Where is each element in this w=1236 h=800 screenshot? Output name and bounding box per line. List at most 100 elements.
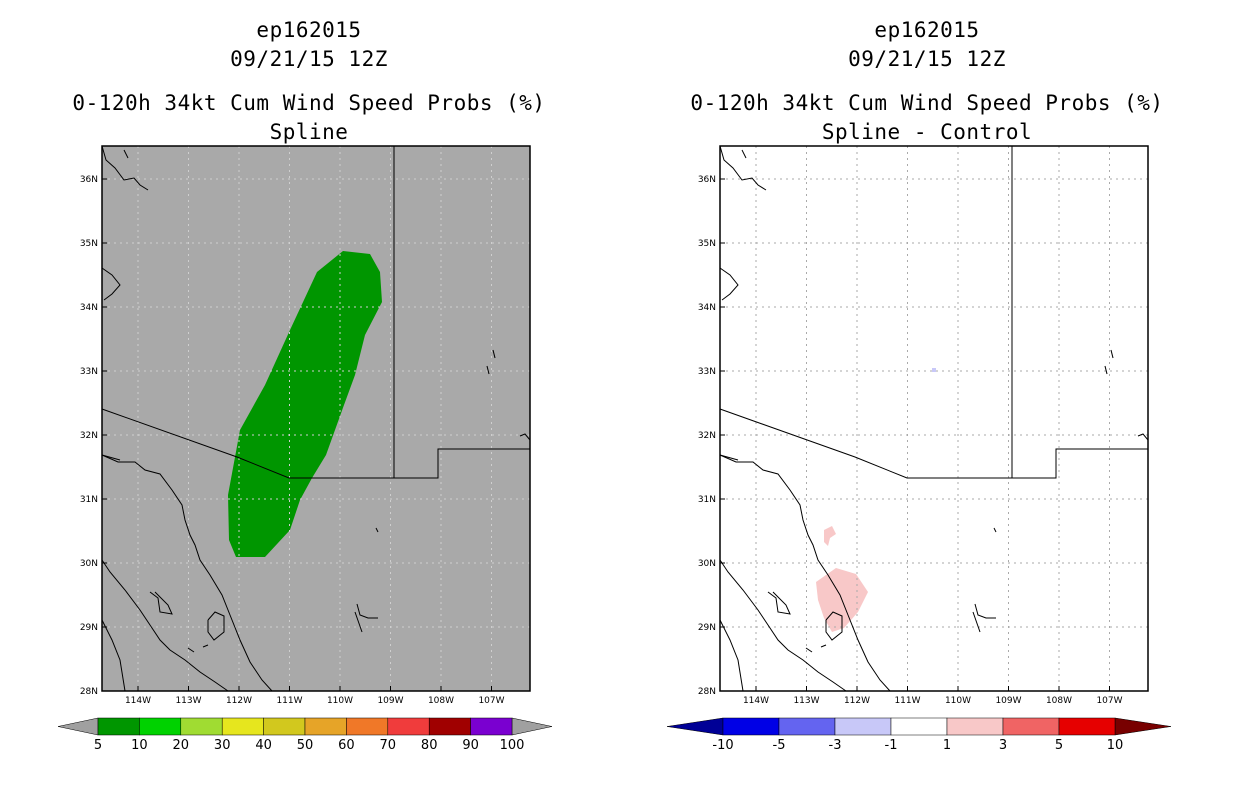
- colorbar-label: 100: [500, 738, 525, 753]
- colorbar-label: -1: [885, 738, 898, 753]
- map-figure: 36N 35N 34N 33N 32N 31N 30N 29N 28N 114W 113W 112W 1…: [666, 145, 1172, 753]
- lon-tick-label: 110W: [327, 696, 353, 706]
- colorbar-label: 5: [1055, 738, 1063, 753]
- subtitle: Spline: [269, 120, 349, 144]
- coastline-border: [123, 149, 129, 159]
- map-frame: [719, 145, 1149, 692]
- coastline-border: [101, 454, 121, 461]
- coastline-border: [375, 527, 379, 533]
- colorbar: 5 10 20 30 40 50 60 70 80 90 100: [57, 717, 553, 753]
- map-figure: 36N 35N 34N 33N 32N 31N 30N 29N 28N 114W 113W 112W 1…: [57, 145, 553, 753]
- left-panel: ep162015 09/21/15 12Z 0-120h 34kt Cum Wi…: [57, 18, 553, 753]
- coastline-border: [741, 149, 747, 159]
- colorbar-label: 1: [943, 738, 951, 753]
- subtitle: Spline - Control: [821, 120, 1033, 144]
- colorbar-segment: [470, 717, 513, 736]
- map-plot: 36N 35N 34N 33N 32N 31N 30N 29N 28N 114W 113W 112W 1…: [698, 145, 1149, 706]
- lon-tick-label: 108W: [428, 696, 454, 706]
- coastline-border: [101, 145, 149, 191]
- colorbar-label: -10: [712, 738, 733, 753]
- product-title: 0-120h 34kt Cum Wind Speed Probs (%): [72, 91, 546, 115]
- lon-tick-label: 114W: [743, 696, 769, 706]
- coastline-border: [202, 644, 209, 648]
- colorbar-segment: [221, 717, 264, 736]
- coastline-border: [354, 611, 363, 633]
- lat-tick-label: 29N: [80, 623, 98, 633]
- colorbar-label: 10: [1107, 738, 1124, 753]
- colorbar-segment: [304, 717, 347, 736]
- lon-tick-label: 109W: [377, 696, 403, 706]
- lon-tick-label: 109W: [995, 696, 1021, 706]
- colorbar-segment: [387, 717, 430, 736]
- lon-tick-label: 114W: [125, 696, 151, 706]
- coastline-border: [149, 591, 173, 615]
- lat-tick-label: 32N: [80, 431, 98, 441]
- coastline-border: [486, 365, 490, 375]
- lon-tick-label: 107W: [1096, 696, 1122, 706]
- lon-tick-label: 113W: [175, 696, 201, 706]
- lon-tick-label: 110W: [945, 696, 971, 706]
- lat-tick-label: 32N: [698, 431, 716, 441]
- lon-tick-label: 107W: [478, 696, 504, 706]
- lat-tick-label: 36N: [80, 175, 98, 185]
- colorbar: -10 -5 -3 -1 1 3 5 10: [666, 717, 1172, 753]
- colorbar-segment: [346, 717, 389, 736]
- colorbar-left-triangle: [57, 717, 99, 736]
- coastline-border: [519, 433, 531, 441]
- storm-id-title: ep162015: [874, 18, 980, 42]
- lat-tick-label: 33N: [80, 367, 98, 377]
- difference-region-minus-1to3: [932, 368, 936, 372]
- coastline-border: [974, 603, 996, 619]
- datetime-title: 09/21/15 12Z: [230, 47, 388, 71]
- lon-tick-label: 112W: [844, 696, 870, 706]
- coastline-border: [101, 559, 229, 692]
- right-panel: ep162015 09/21/15 12Z 0-120h 34kt Cum Wi…: [618, 0, 1236, 800]
- colorbar-segment: [778, 717, 836, 736]
- coastline-border: [356, 603, 378, 619]
- lat-tick-label: 33N: [698, 367, 716, 377]
- colorbar-segment: [946, 717, 1004, 736]
- colorbar-label: 3: [999, 738, 1007, 753]
- colorbar-label: 80: [421, 738, 438, 753]
- lat-tick-label: 35N: [698, 239, 716, 249]
- probability-region-5to10: [228, 251, 382, 557]
- lat-tick-label: 36N: [698, 175, 716, 185]
- coastline-border: [719, 454, 739, 461]
- lat-tick-label: 30N: [80, 559, 98, 569]
- coastline-border: [825, 611, 843, 641]
- colorbar-left-triangle: [666, 717, 724, 736]
- lat-tick-label: 31N: [698, 495, 716, 505]
- coastline-border: [767, 591, 791, 615]
- colorbar-segment: [139, 717, 182, 736]
- coastline-border: [101, 454, 273, 692]
- lon-tick-label: 111W: [894, 696, 920, 706]
- colorbar-label: 30: [214, 738, 231, 753]
- colorbar-label: 70: [380, 738, 397, 753]
- coastline-border: [187, 647, 195, 653]
- colorbar-segment: [1002, 717, 1060, 736]
- colorbar-segment: [1058, 717, 1116, 736]
- coastline-border: [993, 527, 997, 533]
- colorbar-label: 5: [94, 738, 102, 753]
- lat-tick-label: 28N: [698, 687, 716, 697]
- colorbar-segment: [180, 717, 223, 736]
- colorbar-label: 50: [297, 738, 314, 753]
- coastline-border: [1137, 433, 1149, 441]
- lon-tick-label: 113W: [793, 696, 819, 706]
- difference-region-plus-1to3: [824, 526, 836, 546]
- product-title: 0-120h 34kt Cum Wind Speed Probs (%): [690, 91, 1164, 115]
- lat-tick-label: 34N: [698, 303, 716, 313]
- colorbar-label: -3: [829, 738, 842, 753]
- coastline-border: [820, 644, 827, 648]
- colorbar-segment: [263, 717, 306, 736]
- colorbar-label: 40: [255, 738, 272, 753]
- colorbar-right-triangle: [1114, 717, 1172, 736]
- colorbar-label: 90: [462, 738, 479, 753]
- colorbar-label: -5: [773, 738, 786, 753]
- colorbar-label: 10: [131, 738, 148, 753]
- coastline-border: [719, 454, 891, 692]
- coastline-border: [719, 145, 767, 191]
- colorbar-segment: [97, 717, 140, 736]
- coastline-border: [719, 619, 744, 692]
- coastline-border: [972, 611, 981, 633]
